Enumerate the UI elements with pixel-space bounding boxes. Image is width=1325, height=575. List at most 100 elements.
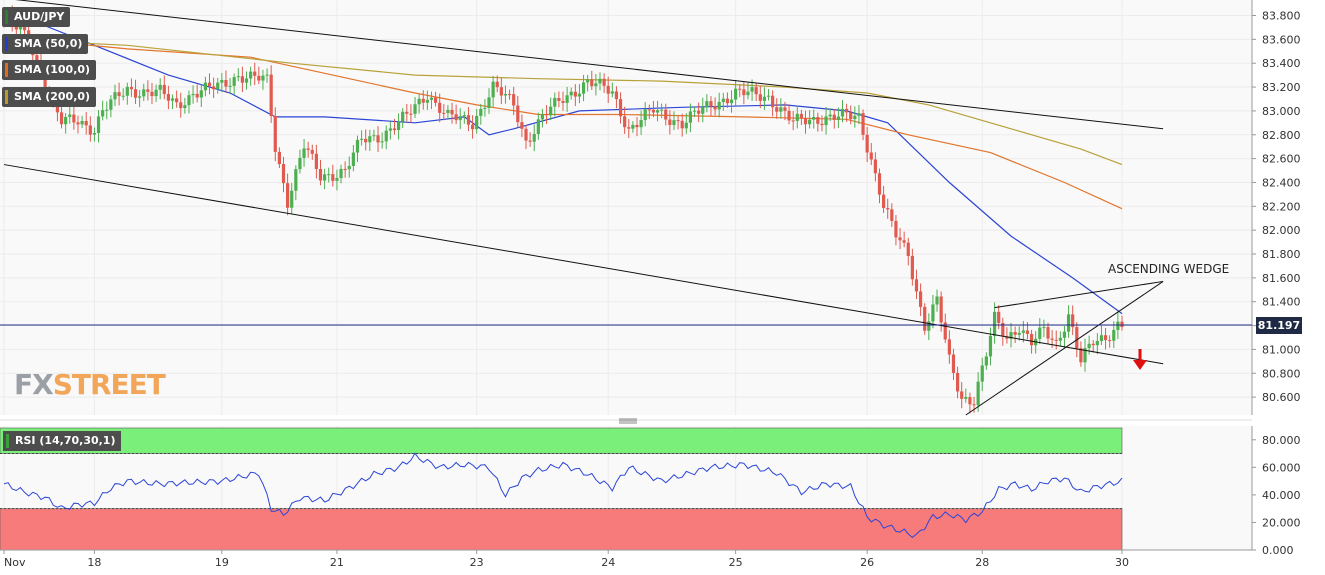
candle (890, 203, 894, 227)
candle (261, 69, 265, 90)
candle-body (639, 120, 643, 128)
candle (314, 144, 318, 179)
watermark-street: STREET (52, 368, 166, 401)
candle-body (886, 207, 890, 210)
candle (951, 348, 956, 381)
candle (540, 108, 545, 128)
candle (960, 382, 964, 409)
candle-body (117, 92, 121, 97)
current-price-tag: 81.197 (1256, 317, 1302, 334)
candle-body (803, 118, 808, 125)
candle (697, 102, 701, 123)
candle (368, 129, 372, 151)
candle-body (828, 114, 832, 117)
legend-sma50[interactable]: SMA (50,0) (2, 34, 89, 54)
candle (277, 147, 281, 169)
candle-body (253, 71, 257, 76)
candle (401, 107, 405, 129)
candle (598, 72, 602, 91)
candle-body (396, 121, 401, 131)
candle (421, 90, 425, 110)
candle-body (553, 97, 557, 107)
candle-body (327, 174, 331, 176)
down-arrow-icon (1133, 349, 1147, 370)
sma200-line (3, 38, 1123, 166)
candle (175, 90, 179, 108)
candle-body (701, 107, 705, 114)
candle (1013, 326, 1017, 343)
candle-body (840, 108, 845, 117)
candle-body (561, 101, 565, 103)
candle (433, 91, 438, 107)
candle (553, 92, 557, 117)
candle-body (861, 113, 865, 135)
candle-body (359, 138, 364, 140)
price-tick-label: 81.000 (1262, 343, 1301, 356)
candle (984, 352, 988, 370)
candle-body (228, 85, 232, 87)
price-tick-label: 83.000 (1262, 105, 1301, 118)
candle (458, 108, 462, 130)
candle-body (577, 93, 582, 97)
rsi-oversold-zone (0, 508, 1123, 551)
candle-body (882, 194, 886, 208)
candle (561, 91, 565, 111)
candle-body (1116, 321, 1120, 330)
trendline (3, 164, 1164, 365)
candle-body (347, 165, 351, 170)
candle-body (351, 152, 355, 166)
candle-body (713, 106, 717, 110)
candle-body (544, 114, 549, 116)
candle-body (647, 109, 651, 111)
candle-body (76, 122, 80, 125)
candle (618, 92, 623, 124)
candle-body (754, 87, 758, 95)
candle-body (158, 84, 162, 90)
candle-body (865, 134, 869, 153)
candle (446, 105, 450, 120)
candle (203, 76, 208, 97)
candle (216, 77, 220, 94)
candle (1099, 325, 1104, 345)
candle (918, 283, 923, 316)
candle-body (771, 95, 775, 108)
candle-body (1038, 327, 1042, 339)
candle-body (573, 91, 577, 97)
candle (503, 85, 508, 104)
candle (639, 110, 643, 135)
candle (824, 107, 828, 135)
candle-body (413, 104, 417, 114)
candle-body (1058, 337, 1062, 341)
candle-body (1009, 331, 1013, 339)
candle-body (343, 168, 347, 170)
candle-body (902, 240, 906, 243)
candle-body (520, 122, 524, 129)
candle-body (1062, 331, 1067, 338)
legend-sma100[interactable]: SMA (100,0) (2, 60, 97, 80)
candle-body (992, 311, 997, 336)
candle-body (503, 94, 508, 96)
candle-body (129, 86, 134, 90)
candle (298, 149, 302, 174)
candle (286, 173, 290, 216)
candle (257, 66, 261, 85)
legend-sma200[interactable]: SMA (200,0) (2, 87, 97, 107)
legend-symbol[interactable]: AUD/JPY (2, 7, 71, 27)
candle-body (306, 148, 310, 150)
rsi-tick-label: 20.000 (1262, 516, 1301, 529)
candle (783, 101, 787, 121)
candle-body (495, 81, 499, 88)
candle-body (832, 114, 836, 120)
candle-body (697, 110, 701, 114)
candle (142, 83, 146, 102)
candle-body (664, 109, 668, 120)
candle (323, 168, 327, 190)
candle (857, 105, 861, 125)
candle (273, 107, 277, 162)
rsi-legend[interactable]: RSI (14,70,30,1) (3, 431, 122, 451)
candle-body (191, 93, 195, 96)
candle-body (368, 136, 372, 143)
candle-body (869, 152, 873, 160)
candle-body (918, 291, 923, 307)
panel-resize-handle[interactable] (619, 418, 637, 424)
